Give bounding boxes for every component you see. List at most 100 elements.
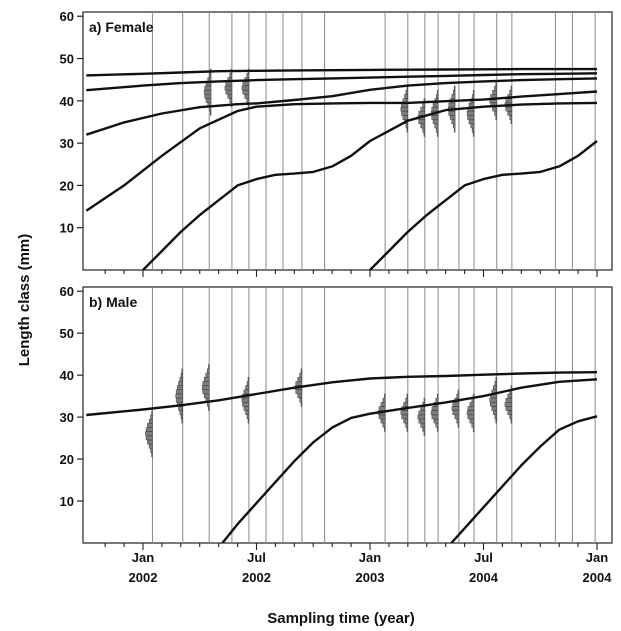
histogram-bar [202, 389, 210, 394]
histogram-bar [405, 398, 409, 403]
histogram-bar [300, 368, 303, 373]
histogram-bar [491, 406, 497, 411]
histogram-bar [494, 414, 497, 420]
histogram-bar [453, 128, 456, 133]
histogram-bar [242, 81, 250, 86]
length-frequency-histogram [203, 68, 212, 116]
histogram-bar [420, 423, 426, 428]
x-tick-year: 2002 [242, 570, 271, 585]
histogram-bar [494, 381, 497, 386]
histogram-bar [471, 94, 475, 99]
histogram-bar [436, 90, 439, 95]
histogram-bar [456, 393, 460, 399]
growth-curve [450, 415, 598, 543]
length-frequency-histogram [489, 377, 497, 424]
histogram-bar [422, 427, 426, 432]
histogram-bar [202, 381, 210, 386]
histogram-bar [466, 111, 475, 116]
x-tick-month: Jan [132, 550, 154, 565]
histogram-bar [495, 377, 497, 382]
histogram-bar [209, 111, 212, 116]
length-frequency-histogram [224, 68, 233, 108]
histogram-bar [145, 431, 153, 436]
histogram-bar [203, 393, 210, 399]
histogram-bar [180, 414, 183, 420]
histogram-bar [494, 111, 497, 116]
histogram-bar [245, 385, 250, 390]
histogram-bar [147, 423, 153, 428]
histogram-bar [181, 418, 183, 424]
histogram-bar [150, 414, 153, 420]
histogram-bar [241, 85, 250, 91]
histogram-bar [404, 94, 409, 99]
histogram-bar [400, 106, 409, 112]
histogram-bar [203, 377, 210, 382]
panel-label: b) Male [89, 294, 137, 310]
histogram-bar [247, 418, 250, 424]
histogram-bar [383, 393, 386, 399]
x-tick-year: 2004 [583, 570, 613, 585]
y-tick-label: 10 [60, 221, 74, 236]
histogram-bar [466, 410, 475, 415]
histogram-bar [449, 115, 456, 120]
histogram-bar [470, 123, 475, 129]
histogram-bar [246, 73, 250, 78]
length-frequency-histogram [451, 389, 460, 428]
histogram-bar [145, 435, 153, 441]
x-tick-month: Jul [474, 550, 493, 565]
histogram-bar [175, 393, 183, 399]
histogram-bar [151, 410, 153, 415]
histogram-bar [378, 406, 386, 411]
growth-curve [369, 140, 598, 270]
histogram-bar [454, 414, 460, 420]
histogram-bar [467, 115, 475, 120]
histogram-bar [401, 111, 409, 116]
histogram-bar [179, 410, 183, 415]
histogram-bar [181, 368, 183, 373]
histogram-bar [406, 427, 409, 432]
x-tick-year: 2002 [129, 570, 158, 585]
histogram-bar [510, 418, 513, 424]
histogram-bar [420, 406, 426, 411]
histogram-bar [432, 119, 439, 124]
x-tick-month: Jan [586, 550, 608, 565]
histogram-bar [242, 90, 250, 95]
histogram-bar [495, 418, 497, 424]
histogram-bar [451, 94, 456, 99]
y-tick-label: 60 [60, 9, 74, 24]
histogram-bar [505, 406, 513, 411]
histogram-bar [295, 381, 303, 386]
histogram-bar [417, 414, 426, 420]
histogram-bar [433, 418, 439, 424]
histogram-bar [295, 389, 303, 394]
histogram-bar [405, 123, 409, 129]
growth-curve [86, 72, 598, 92]
histogram-bar [147, 439, 153, 445]
histogram-bar [227, 94, 233, 99]
y-axis-title: Length class (mm) [16, 234, 33, 367]
histogram-bar [151, 452, 153, 457]
y-tick-label: 50 [60, 52, 74, 67]
histogram-bar [505, 98, 513, 103]
histogram-bar [406, 393, 409, 399]
histogram-bar [241, 398, 250, 403]
histogram-bar [431, 106, 439, 112]
histogram-bar [431, 115, 439, 120]
histogram-bar [300, 402, 303, 407]
histogram-bar [452, 123, 456, 129]
length-frequency-histogram [202, 364, 210, 411]
panel-label: a) Female [89, 19, 154, 35]
histogram-bar [229, 73, 233, 78]
histogram-bar [246, 414, 250, 420]
plot-frame [82, 286, 613, 544]
histogram-bar [380, 418, 386, 424]
histogram-bar [434, 123, 439, 129]
histogram-bar [504, 402, 513, 407]
histogram-bar [297, 393, 303, 399]
histogram-bar [431, 414, 439, 420]
histogram-bar [457, 423, 460, 428]
histogram-bar [180, 372, 183, 378]
histogram-bar [468, 102, 475, 108]
histogram-bar [225, 81, 233, 86]
